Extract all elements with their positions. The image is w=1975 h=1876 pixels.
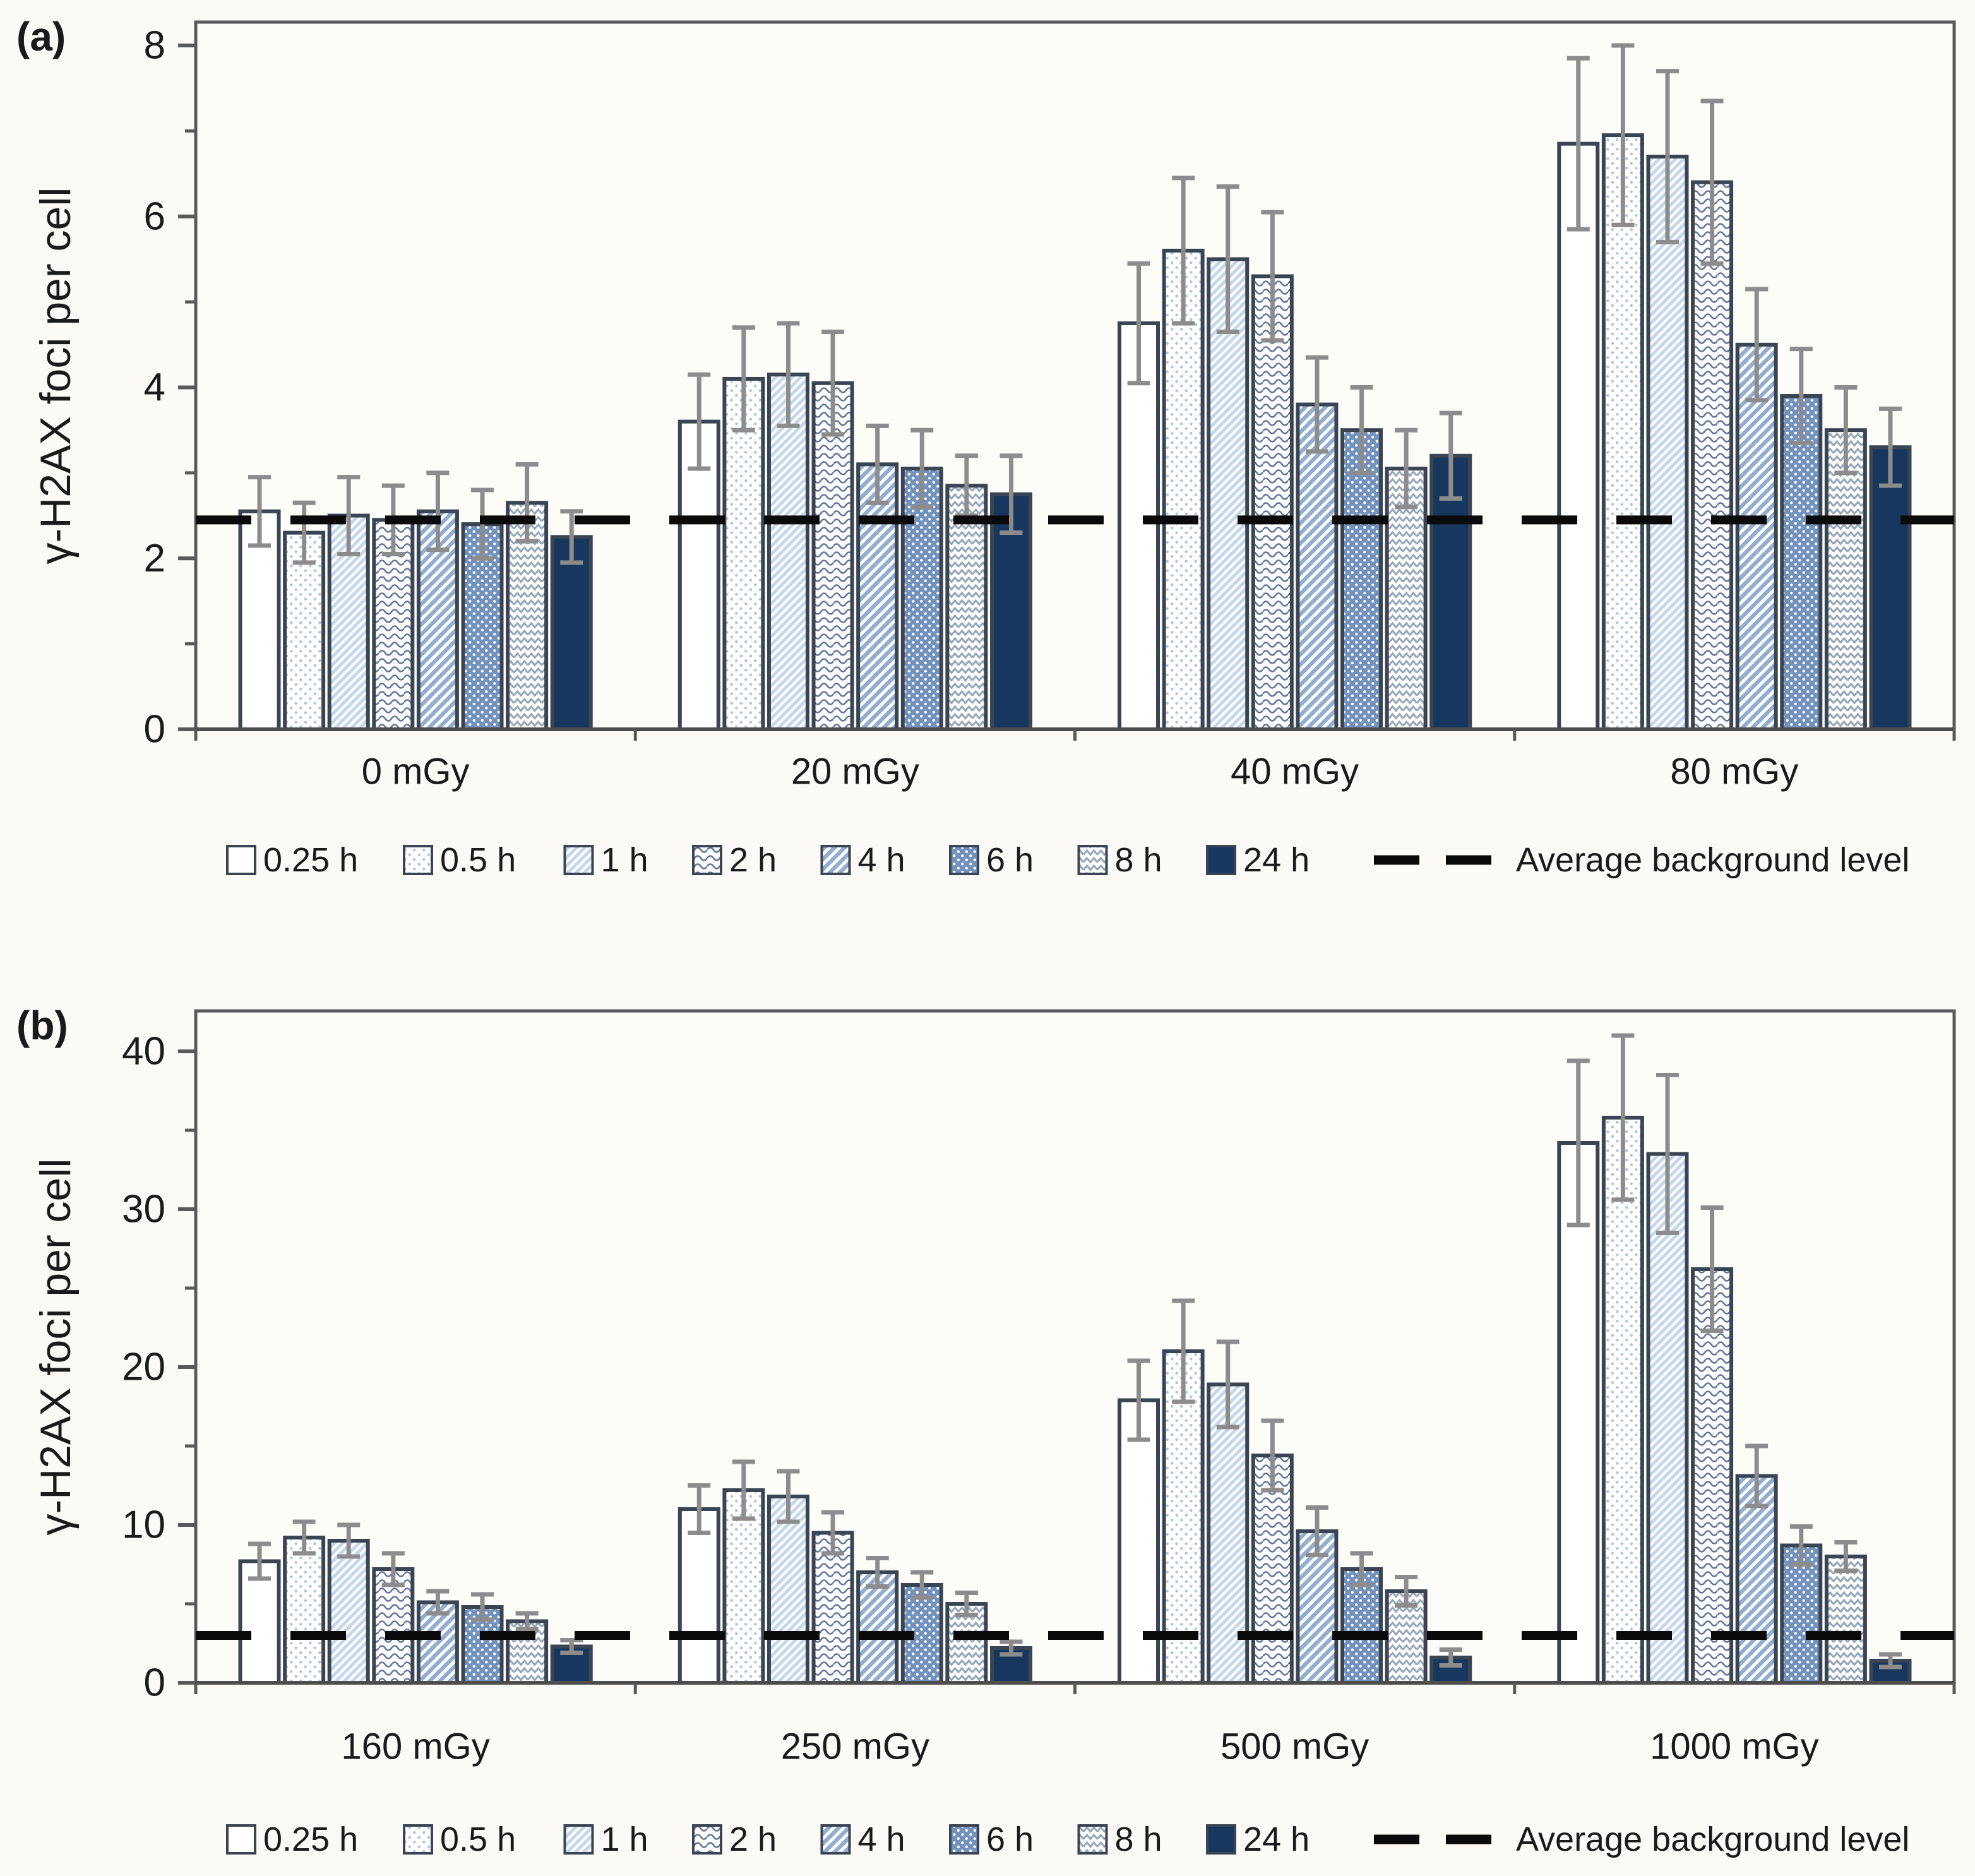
legend-item-label: 0.5 h — [440, 1820, 516, 1858]
legend-item-label: 8 h — [1115, 841, 1162, 879]
bar-250mGy-0.25h — [677, 1507, 720, 1685]
error-bars-layer — [248, 43, 1902, 565]
y-axis-title: γ-H2AX foci per cell — [32, 187, 80, 564]
y-tick-label: 6 — [144, 194, 165, 238]
panel-b-chart: 0 10 20 30 40 160 mGy 250 mGy 500 mGy 1000 mGy (b… — [16, 1003, 1956, 1858]
legend-item-label: 0.5 h — [440, 841, 516, 879]
y-tick-label: 0 — [144, 708, 165, 751]
y-tick-label: 40 — [122, 1030, 165, 1073]
bar-0mGy-24h — [550, 535, 593, 731]
legend-swatch — [1077, 845, 1108, 875]
legend-dashed-label: Average background level — [1516, 1820, 1909, 1858]
legend-item-label: 4 h — [858, 841, 905, 879]
legend-swatch — [820, 1824, 851, 1855]
legend-swatch — [1077, 1824, 1108, 1855]
x-category-label: 250 mGy — [781, 1726, 929, 1767]
bar-40mGy-2h — [1251, 274, 1294, 731]
legend-item-label: 24 h — [1243, 1820, 1310, 1858]
legend-item-label: 1 h — [601, 1820, 648, 1858]
legend-swatch — [692, 1824, 722, 1855]
x-category-label: 40 mGy — [1231, 751, 1359, 792]
legend-item-label: 1 h — [601, 841, 648, 879]
legend-swatch — [226, 845, 256, 875]
legend-item-label: 4 h — [858, 1820, 905, 1858]
bar-160mGy-0.5h — [283, 1536, 326, 1685]
legend-swatch — [692, 845, 722, 875]
legend-swatch — [403, 845, 433, 875]
x-category-label: 160 mGy — [341, 1726, 489, 1767]
y-tick-label: 0 — [144, 1661, 165, 1705]
legend-swatch — [403, 1824, 433, 1855]
bar-160mGy-1h — [327, 1539, 370, 1685]
bar-1000mGy-0.25h — [1557, 1141, 1600, 1685]
bar-40mGy-1h — [1207, 257, 1250, 731]
legend-item-label: 6 h — [986, 841, 1034, 879]
legend-swatch — [820, 845, 851, 875]
error-bars-layer — [248, 1033, 1902, 1670]
plot-frame — [194, 20, 1956, 731]
legend-swatch — [563, 1824, 594, 1855]
x-category-label: 20 mGy — [791, 751, 919, 792]
y-tick-label: 8 — [144, 24, 165, 68]
bar-20mGy-0.25h — [677, 419, 720, 732]
x-category-label: 0 mGy — [362, 751, 470, 792]
legend-swatch — [563, 845, 594, 875]
legend-swatch — [226, 1824, 256, 1855]
plot-frame — [194, 1009, 1956, 1685]
bar-250mGy-1h — [767, 1495, 809, 1685]
y-tick-label: 10 — [122, 1503, 165, 1547]
legend-item-label: 8 h — [1115, 1820, 1162, 1858]
bar-80mGy-24h — [1869, 445, 1912, 731]
legend-swatch — [1206, 1824, 1236, 1855]
y-tick-label: 2 — [144, 537, 165, 580]
bar-80mGy-6h — [1780, 394, 1823, 731]
y-tick-label: 30 — [122, 1188, 165, 1231]
bar-160mGy-0.25h — [238, 1559, 281, 1685]
y-tick-label: 4 — [144, 366, 165, 409]
bar-80mGy-0.25h — [1557, 141, 1600, 731]
legend-item-label: 2 h — [729, 841, 777, 879]
legend-item-label: 6 h — [986, 1820, 1034, 1858]
bar-500mGy-0.25h — [1118, 1398, 1161, 1685]
x-category-label: 1000 mGy — [1650, 1726, 1819, 1767]
legend-swatch — [1206, 845, 1236, 875]
legend: 0.25 h 0.5 h 1 h 2 h 4 h 6 h 8 h 24 h Average ba… — [226, 1820, 1909, 1858]
panel-letter: (b) — [16, 1003, 68, 1048]
legend-item-label: 0.25 h — [263, 1820, 358, 1858]
legend-item-label: 24 h — [1243, 841, 1310, 879]
bar-250mGy-4h — [856, 1570, 899, 1685]
bar-1000mGy-6h — [1780, 1543, 1823, 1685]
legend-swatch — [949, 845, 979, 875]
x-category-label: 500 mGy — [1220, 1726, 1369, 1767]
bar-40mGy-0.5h — [1162, 248, 1205, 731]
y-axis-title: γ-H2AX foci per cell — [32, 1158, 80, 1535]
legend-dashed-label: Average background level — [1516, 841, 1909, 879]
bar-1000mGy-8h — [1824, 1555, 1867, 1685]
panel-letter: (a) — [16, 14, 66, 59]
bar-500mGy-2h — [1251, 1454, 1294, 1685]
y-tick-label: 20 — [122, 1346, 165, 1389]
legend-item-label: 0.25 h — [263, 841, 358, 879]
legend-item-label: 2 h — [729, 1820, 777, 1858]
legend-swatch — [949, 1824, 979, 1855]
x-category-label: 80 mGy — [1670, 751, 1798, 792]
bar-40mGy-8h — [1385, 467, 1428, 731]
legend: 0.25 h 0.5 h 1 h 2 h 4 h 6 h 8 h 24 h Average ba… — [226, 841, 1909, 879]
bar-1000mGy-0.5h — [1601, 1116, 1644, 1685]
